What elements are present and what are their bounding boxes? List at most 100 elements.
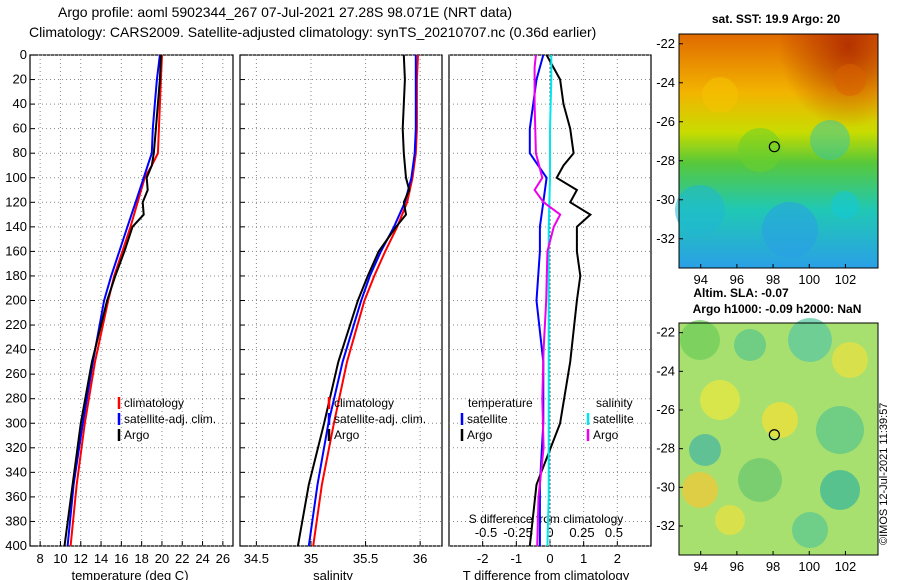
- legend-label: satellite-adj. clim.: [124, 412, 216, 426]
- x-tick-label: 16: [114, 551, 128, 566]
- sla-blob: [734, 329, 766, 361]
- x-tick-label: 96: [730, 559, 744, 574]
- y-tick-label: 200: [5, 293, 27, 308]
- sst-blob: [831, 191, 859, 219]
- y-tick-label: 0: [20, 47, 27, 62]
- x2-tick-label: 0: [546, 525, 553, 540]
- y-tick-label: -30: [656, 479, 675, 494]
- x-tick-label: 1: [580, 551, 587, 566]
- x-tick-label: 2: [614, 551, 621, 566]
- sal-line-argo: [296, 54, 411, 547]
- y-tick-label: 160: [5, 243, 27, 258]
- x-tick-label: 20: [155, 551, 169, 566]
- sla-blob: [700, 380, 740, 420]
- x-tick-label: 94: [693, 559, 707, 574]
- x-tick-label: 96: [730, 272, 744, 287]
- map-panel-sst: 94 96 98 100 102 -22 -24 -26 -28 -30 -32 sat. SST: …: [656, 12, 879, 287]
- x-tick-label: 0: [546, 551, 553, 566]
- x2-tick-label: 0.25: [569, 525, 594, 540]
- y-tick-label: 140: [5, 219, 27, 234]
- x-axis-title: T difference from climatology: [463, 568, 630, 580]
- y-tick-label: 60: [13, 121, 27, 136]
- chart-panels: 8 10 12 14 16 18 20 22 24 26020406080100120140160…: [5, 12, 879, 580]
- sst-blob: [834, 64, 866, 96]
- map-frame: [678, 33, 879, 269]
- sla-blob: [788, 318, 832, 362]
- legend-label: Argo: [124, 428, 150, 442]
- temp-line-argo: [63, 54, 162, 547]
- legend-label: Argo: [467, 428, 493, 442]
- sla-blob: [680, 320, 720, 360]
- y-tick-label: -22: [656, 325, 675, 340]
- temp-line-satellite-adj-clim-: [66, 54, 161, 547]
- x-tick-label: 36: [413, 551, 427, 566]
- x-tick-label: 12: [74, 551, 88, 566]
- x-tick-label: 102: [835, 559, 857, 574]
- x-axis-title: salinity: [313, 568, 353, 580]
- legend-label: satellite-adj. clim.: [334, 412, 426, 426]
- y-tick-label: -22: [656, 36, 675, 51]
- x-tick-label: 94: [693, 272, 707, 287]
- y-tick-label: 80: [13, 145, 27, 160]
- y-tick-label: 320: [5, 440, 27, 455]
- legend-label: satellite: [593, 412, 634, 426]
- y-tick-label: -32: [656, 518, 675, 533]
- x2-tick-label: -0.5: [475, 525, 497, 540]
- map-title: Altim. SLA: -0.07: [693, 286, 789, 300]
- temp-line-climatology: [69, 54, 163, 547]
- y-tick-label: -30: [656, 192, 675, 207]
- diff-line-salinity-Argo: [533, 54, 562, 547]
- sla-blob: [762, 402, 798, 438]
- legend-label: climatology: [124, 396, 184, 410]
- profile-panel-temperature: 8 10 12 14 16 18 20 22 24 26020406080100120140160…: [5, 47, 234, 580]
- map-title: sat. SST: 19.9 Argo: 20: [712, 12, 841, 26]
- x2-axis-title: S difference from climatology: [469, 512, 624, 526]
- sst-blob: [702, 77, 738, 113]
- sst-blob: [810, 120, 850, 160]
- y-tick-label: 380: [5, 513, 27, 528]
- x-tick-label: 98: [766, 272, 780, 287]
- argo-position-marker: [768, 141, 780, 153]
- y-tick-label: 400: [5, 538, 27, 553]
- plot-frame: [29, 54, 234, 547]
- sst-blob: [762, 202, 818, 258]
- x-tick-label: 8: [37, 551, 44, 566]
- x-tick-label: 100: [798, 559, 820, 574]
- y-tick-label: 300: [5, 415, 27, 430]
- legend-label: Argo: [334, 428, 360, 442]
- y-tick-label: -26: [656, 114, 675, 129]
- y-tick-label: 240: [5, 342, 27, 357]
- x-tick-label: 14: [94, 551, 108, 566]
- y-tick-label: -24: [656, 75, 675, 90]
- x-tick-label: 102: [835, 272, 857, 287]
- y-tick-label: -32: [656, 231, 675, 246]
- y-tick-label: 340: [5, 464, 27, 479]
- x-tick-label: 24: [195, 551, 209, 566]
- x-axis-title: temperature (deg C): [71, 568, 188, 580]
- diff-line-temperature-Argo: [528, 54, 593, 547]
- x-tick-label: 35: [304, 551, 318, 566]
- x-tick-label: 100: [798, 272, 820, 287]
- y-tick-label: 20: [13, 72, 27, 87]
- argo-position-marker: [768, 429, 780, 441]
- y-tick-label: 40: [13, 96, 27, 111]
- sla-blob: [820, 470, 860, 510]
- y-tick-label: 180: [5, 268, 27, 283]
- y-tick-label: -26: [656, 402, 675, 417]
- y-tick-label: 120: [5, 194, 27, 209]
- x-tick-label: 98: [766, 559, 780, 574]
- x2-tick-label: -0.25: [503, 525, 533, 540]
- sla-blob: [689, 434, 721, 466]
- x2-tick-label: 0.5: [605, 525, 623, 540]
- x-tick-label: 34.5: [244, 551, 269, 566]
- y-tick-label: 260: [5, 366, 27, 381]
- x-tick-label: -2: [477, 551, 489, 566]
- x-tick-label: 18: [134, 551, 148, 566]
- legend-label: satellite: [467, 412, 508, 426]
- y-tick-label: -28: [656, 153, 675, 168]
- legend-label: climatology: [334, 396, 394, 410]
- diff-line-salinity-satellite: [546, 55, 553, 547]
- y-tick-label: 360: [5, 489, 27, 504]
- profile-panel-salinity: 34.5 35 35.5 36 salinity climatology satellite…: [239, 54, 443, 580]
